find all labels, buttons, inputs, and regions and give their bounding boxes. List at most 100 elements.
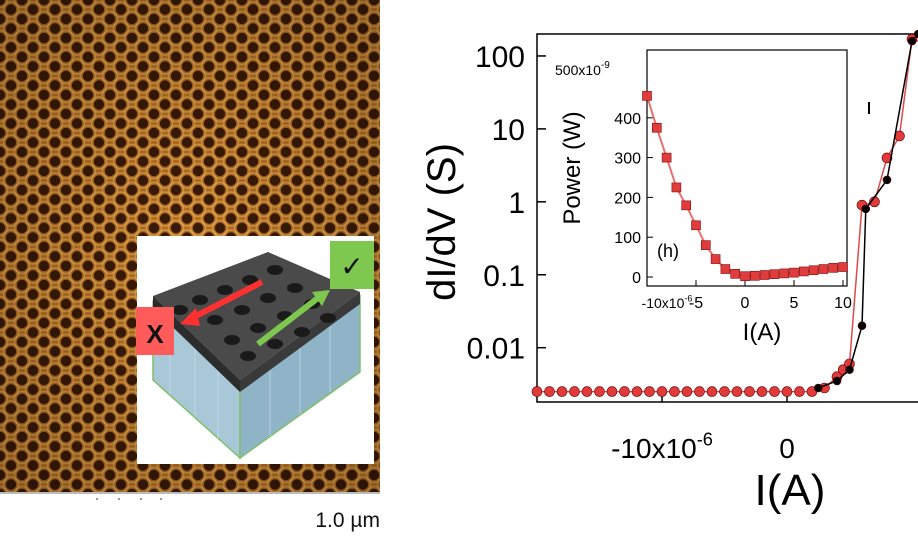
main-y-tick-label: 100 [475, 41, 525, 74]
main-x-tick-label: -10x10-6 [611, 429, 713, 464]
inset-data-point [720, 264, 731, 274]
main-data-point [781, 386, 793, 397]
inset-data-point [691, 220, 701, 231]
main-y-tick-label: 0.1 [483, 260, 525, 293]
inset-y-tick-label: 0 [632, 270, 641, 287]
inset-y-ticks: 400 300 200 100 0 [614, 111, 653, 287]
main-data-point [606, 386, 618, 397]
inset-x-tick-label: 5 [790, 295, 799, 312]
main-y-tick-label: 10 [492, 114, 525, 147]
main-data-point [907, 36, 917, 46]
main-data-point [744, 386, 755, 397]
main-y-ticks: 100 10 1 0.1 0.01 [467, 41, 546, 366]
main-data-point [594, 386, 605, 397]
blocked-path-arrow [190, 279, 264, 321]
inset-y-tick-label: 400 [614, 111, 641, 128]
inset-y-tick-label: 200 [614, 190, 641, 207]
main-data-point [861, 204, 871, 214]
scale-bar-label: 1.0 µm [315, 509, 380, 532]
main-plot-frame [536, 33, 918, 403]
allowed-badge [330, 241, 374, 289]
inset-data-point [769, 269, 780, 280]
main-x-ticks: -10x10-6 0 [611, 393, 795, 464]
inset-y-tick-label: 300 [614, 151, 641, 168]
inset-plot-background [647, 50, 847, 286]
inset-data-point [671, 182, 682, 193]
main-data-point [656, 386, 668, 397]
afm-micrograph-panel: 1.0 µm [0, 0, 380, 532]
inset-data-point [789, 267, 799, 278]
porous-layer-front [153, 296, 240, 392]
main-y-axis-label: dI/dV (S) [420, 143, 464, 301]
main-data-point [857, 321, 867, 331]
main-data-point [556, 386, 568, 397]
main-data-point [882, 175, 892, 185]
allowed-path-arrow [256, 295, 320, 347]
main-data-point [669, 386, 680, 397]
main-data-point [581, 386, 593, 397]
main-data-point [544, 386, 555, 397]
main-data-point [569, 386, 580, 397]
main-data-point [913, 29, 918, 39]
allowed-arrow-head [312, 290, 330, 306]
inset-data-point [700, 240, 711, 250]
inset-data-point [808, 265, 819, 276]
inset-y-multiplier: 500x10-9 [555, 60, 610, 78]
main-data-point [644, 386, 655, 397]
inset-x-tick-label: -5 [689, 295, 703, 312]
main-data-point [706, 386, 718, 397]
inset-y-tick-label: 100 [614, 230, 641, 247]
inset-plot-frame [646, 49, 848, 287]
main-data-point [619, 386, 630, 397]
main-series [531, 29, 918, 397]
main-data-point [813, 383, 823, 393]
inset-data-point [798, 266, 809, 277]
inset-x-tick-label: 10 [834, 295, 852, 312]
inset-data-point [681, 200, 692, 211]
inset-data-point [661, 152, 672, 163]
inset-series [642, 91, 848, 282]
inset-data-point [710, 254, 721, 264]
inset-y-axis-label: Power (W) [559, 111, 586, 224]
main-data-point [832, 376, 842, 386]
main-y-tick-label: 1 [508, 187, 525, 220]
main-data-point [845, 365, 854, 374]
main-data-point [531, 386, 543, 397]
main-data-point [794, 386, 805, 397]
porous-layer-top [153, 252, 360, 380]
main-data-point [731, 386, 743, 397]
layer-pores [172, 265, 336, 361]
inset-data-point [730, 269, 741, 279]
inset-data-point [818, 264, 829, 274]
blocked-badge-label: X [146, 319, 164, 349]
inset-data-point [740, 271, 750, 282]
inset-data-point [651, 122, 662, 133]
inset-data-point [779, 268, 790, 279]
inset-schematic: X ✓ [136, 236, 374, 464]
inset-data-point [828, 263, 839, 273]
inset-data-point [749, 271, 760, 281]
inset-x-ticks: -10x10-6-5 0 5 10 [642, 280, 852, 312]
main-data-point [631, 386, 643, 397]
main-x-tick-label: 0 [779, 433, 795, 464]
inset-data-point [642, 91, 652, 101]
scale-bar-ticks [96, 498, 162, 500]
inset-x-axis-label: I(A) [743, 319, 782, 346]
inset-x-tick-label: 0 [741, 295, 750, 312]
main-data-point [681, 386, 693, 397]
main-data-point [769, 386, 780, 397]
main-data-point [719, 386, 730, 397]
main-plot-mark [868, 102, 870, 114]
main-data-point [881, 152, 893, 164]
main-x-axis-label: I(A) [755, 466, 826, 515]
inset-data-point [759, 270, 770, 280]
blocked-arrow-head [180, 308, 200, 326]
main-data-point [756, 386, 768, 397]
main-data-point [694, 386, 705, 397]
inset-data-point [838, 262, 848, 272]
inset-panel-label: (h) [657, 241, 679, 261]
main-y-tick-label: 0.01 [467, 333, 525, 366]
blocked-badge [136, 307, 174, 355]
allowed-badge-label: ✓ [340, 251, 363, 282]
